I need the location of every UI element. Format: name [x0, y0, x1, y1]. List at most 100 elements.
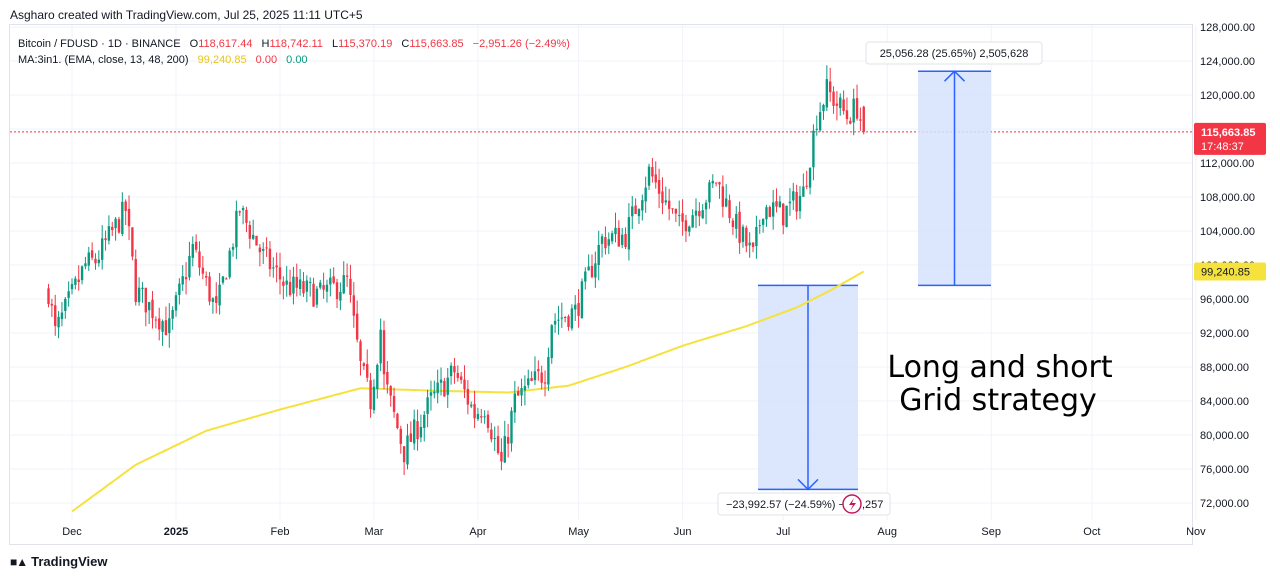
- long-measure-label-text: 25,056.28 (25.65%) 2,505,628: [880, 48, 1029, 60]
- candle-body: [456, 372, 460, 378]
- candle-body: [446, 377, 449, 395]
- candle-body: [567, 316, 570, 328]
- candle-body: [94, 258, 97, 264]
- candle-body: [641, 200, 644, 211]
- candle-body: [815, 128, 818, 130]
- candle-body: [402, 446, 406, 463]
- candle-body: [577, 303, 580, 316]
- candle-body: [302, 281, 305, 294]
- candle-body: [513, 393, 517, 413]
- candle-body: [285, 280, 288, 285]
- short-measure-label-text: −23,992.57 (−24.59%) −2: [726, 499, 851, 511]
- candle-body: [255, 235, 258, 246]
- candle-body: [587, 266, 590, 271]
- candle-body: [295, 276, 298, 288]
- candle-body: [345, 275, 349, 277]
- candle-body: [339, 291, 342, 301]
- y-tick-label: 108,000.00: [1200, 192, 1255, 204]
- candle-body: [520, 388, 523, 396]
- ema-price-value: 99,240.85: [1201, 266, 1250, 278]
- candle-body: [661, 191, 664, 204]
- candle-body: [218, 284, 221, 306]
- candle-body: [748, 242, 751, 246]
- candle-body: [359, 341, 362, 362]
- candle-body: [594, 263, 597, 278]
- candle-body: [614, 227, 617, 235]
- candle-body: [537, 369, 540, 372]
- candle-body: [574, 304, 577, 310]
- candle-body: [429, 392, 433, 396]
- candle-body: [174, 295, 178, 311]
- candle-body: [60, 312, 64, 320]
- candle-body: [657, 179, 661, 194]
- candle-body: [768, 207, 772, 217]
- tradingview-brand: TradingView: [31, 554, 108, 569]
- candle-body: [701, 210, 704, 219]
- candle-body: [553, 320, 557, 325]
- candle-body: [812, 130, 815, 168]
- candle-body: [654, 174, 657, 183]
- candle-body: [765, 207, 768, 220]
- candle-body: [57, 316, 60, 328]
- candle-body: [382, 330, 386, 375]
- candle-body: [409, 433, 413, 442]
- candle-body: [470, 404, 473, 407]
- candle-body: [329, 277, 332, 285]
- x-tick-label: 2025: [164, 526, 188, 538]
- annotation-layer: Long and short Grid strategy: [887, 350, 1112, 418]
- candle-body: [342, 275, 345, 294]
- x-tick-label: Dec: [62, 526, 82, 538]
- candle-body: [104, 238, 107, 241]
- candle-body: [637, 209, 641, 217]
- chart-legend: Bitcoin / FDUSD · 1D · BINANCE O118,617.…: [18, 36, 570, 68]
- legend-close: 115,663.85: [409, 38, 464, 50]
- candle-body: [201, 267, 205, 274]
- candle-body: [221, 276, 225, 283]
- candle-body: [634, 205, 637, 215]
- candle-body: [396, 413, 399, 429]
- candle-body: [761, 218, 765, 225]
- candle-body: [490, 429, 493, 440]
- candle-body: [268, 248, 272, 270]
- x-tick-label: Aug: [877, 526, 897, 538]
- candle-body: [758, 225, 761, 227]
- candle-body: [127, 208, 131, 227]
- y-tick-label: 120,000.00: [1200, 90, 1255, 102]
- candle-body: [691, 215, 694, 228]
- candle-body: [543, 382, 547, 384]
- candle-body: [802, 186, 805, 197]
- candle-body: [171, 310, 174, 319]
- measure-layer: 25,056.28 (25.65%) 2,505,628 −23,992.57 (…: [717, 41, 1043, 516]
- candle-body: [369, 380, 372, 410]
- candle-body: [188, 255, 191, 278]
- candle-body: [805, 185, 808, 187]
- candle-body: [845, 110, 849, 120]
- candle-body: [503, 436, 506, 463]
- candle-body: [775, 201, 778, 207]
- candle-body: [389, 386, 392, 396]
- lightning-icon[interactable]: [842, 494, 862, 514]
- last-price-value: 115,663.85: [1201, 127, 1255, 139]
- candle-body: [416, 421, 419, 440]
- candle-body: [433, 391, 436, 394]
- candle-body: [822, 104, 825, 112]
- legend-symbol: Bitcoin / FDUSD · 1D · BINANCE: [18, 38, 181, 50]
- candle-body: [751, 242, 755, 247]
- candle-body: [721, 186, 725, 207]
- candle-body: [100, 238, 104, 260]
- candle-body: [312, 283, 315, 307]
- candle-body: [325, 284, 329, 292]
- candle-body: [111, 226, 114, 231]
- candle-layer: [47, 65, 865, 475]
- candle-body: [238, 211, 241, 213]
- candle-body: [251, 234, 255, 239]
- legend-high-label: H: [261, 38, 270, 50]
- candle-body: [610, 233, 614, 242]
- candle-body: [849, 120, 852, 124]
- legend-ma-label: MA:3in1. (EMA, close, 13, 48, 200): [18, 54, 189, 66]
- candle-body: [399, 428, 402, 444]
- candle-body: [711, 180, 714, 184]
- tradingview-logo[interactable]: ■▲ TradingView: [10, 554, 107, 569]
- candle-body: [818, 112, 822, 131]
